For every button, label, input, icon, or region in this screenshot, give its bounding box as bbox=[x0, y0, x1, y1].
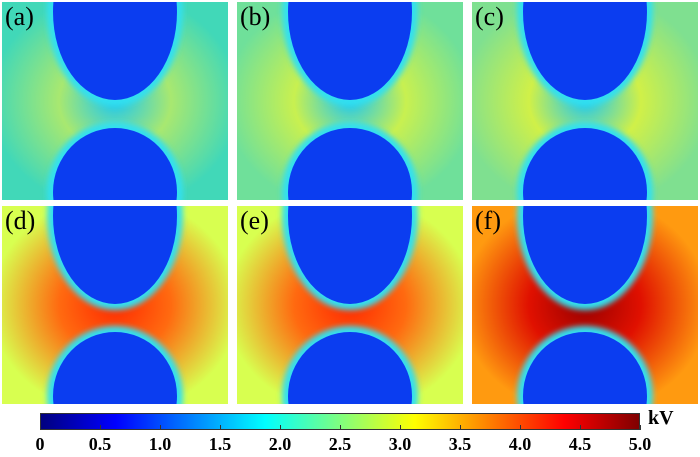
colorbar-tick-mark bbox=[400, 425, 401, 430]
field-map bbox=[472, 206, 698, 404]
panel-label: (f) bbox=[475, 206, 501, 235]
colorbar-tick-label: 0.5 bbox=[88, 434, 112, 454]
colorbar-tick-mark bbox=[100, 425, 101, 430]
colorbar-unit: kV bbox=[648, 407, 674, 429]
colorbar-tick-label: 0 bbox=[35, 434, 45, 454]
bottom-electrode bbox=[288, 128, 412, 200]
bottom-electrode bbox=[523, 128, 647, 200]
colorbar-tick-mark bbox=[160, 425, 161, 430]
panel-label: (c) bbox=[475, 2, 504, 31]
colorbar-tick-label: 1.0 bbox=[148, 434, 172, 454]
panel-b: (b) bbox=[237, 2, 463, 200]
colorbar-tick-mark bbox=[640, 425, 641, 430]
field-map bbox=[2, 206, 228, 404]
colorbar-tick-label: 5.0 bbox=[628, 434, 652, 454]
top-electrode bbox=[53, 206, 177, 304]
bottom-electrode bbox=[288, 332, 412, 404]
field-map bbox=[472, 2, 698, 200]
colorbar-tick-label: 4.5 bbox=[568, 434, 592, 454]
field-map bbox=[237, 206, 463, 404]
bottom-electrode bbox=[53, 128, 177, 200]
colorbar-tick-label: 3.5 bbox=[448, 434, 472, 454]
colorbar-tick-mark bbox=[280, 425, 281, 430]
panel-f: (f) bbox=[472, 206, 698, 404]
panel-d: (d) bbox=[2, 206, 228, 404]
panel-label: (a) bbox=[5, 2, 34, 31]
top-electrode bbox=[288, 2, 412, 100]
panel-label: (b) bbox=[240, 2, 271, 31]
colorbar-tick-mark bbox=[340, 425, 341, 430]
colorbar-tick-label: 3.0 bbox=[388, 434, 412, 454]
bottom-electrode bbox=[523, 332, 647, 404]
panel-c: (c) bbox=[472, 2, 698, 200]
colorbar-tick-label: 2.5 bbox=[328, 434, 352, 454]
colorbar-tick-label: 1.5 bbox=[208, 434, 232, 454]
top-electrode bbox=[523, 206, 647, 304]
top-electrode bbox=[288, 206, 412, 304]
top-electrode bbox=[523, 2, 647, 100]
colorbar-tick-mark bbox=[460, 425, 461, 430]
top-electrode bbox=[53, 2, 177, 100]
bottom-electrode bbox=[53, 332, 177, 404]
panel-e: (e) bbox=[237, 206, 463, 404]
panel-a: (a) bbox=[2, 2, 228, 200]
colorbar-tick-mark bbox=[520, 425, 521, 430]
panel-label: (e) bbox=[240, 206, 269, 235]
colorbar-tick-label: 2.0 bbox=[268, 434, 292, 454]
colorbar-tick-mark bbox=[220, 425, 221, 430]
field-map bbox=[2, 2, 228, 200]
colorbar-tick-mark bbox=[580, 425, 581, 430]
field-map bbox=[237, 2, 463, 200]
colorbar-tick-mark bbox=[40, 425, 41, 430]
colorbar-tick-label: 4.0 bbox=[508, 434, 532, 454]
panel-label: (d) bbox=[5, 206, 36, 235]
